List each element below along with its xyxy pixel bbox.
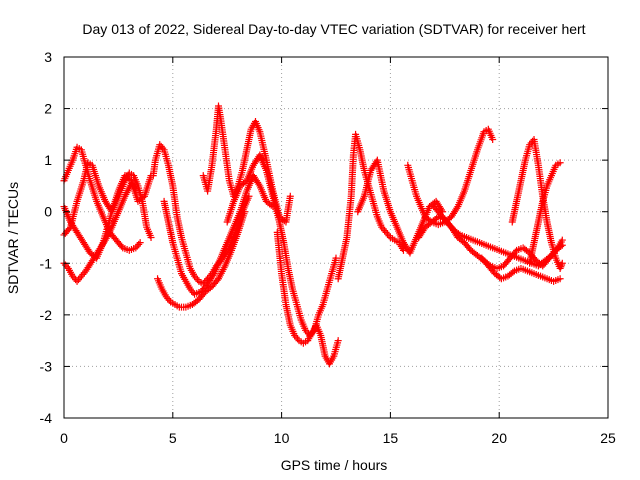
data-series: [60, 143, 144, 254]
x-tick-label: 10: [274, 430, 290, 446]
data-point: [165, 296, 173, 304]
x-axis-label: GPS time / hours: [281, 457, 388, 473]
axis-ticks: 0 5 10 15 20 25 -4 -3 -2 -1 0 1 2 3: [40, 49, 616, 446]
data-point: [193, 276, 201, 284]
y-tick-label: -4: [40, 410, 53, 426]
data-point: [557, 263, 565, 271]
data-series: [199, 102, 294, 226]
data-series: [508, 136, 566, 272]
data-series: [526, 159, 564, 267]
data-series: [223, 151, 340, 339]
data-series: [354, 156, 447, 257]
data-point: [209, 271, 217, 279]
data-series: [60, 169, 155, 262]
data-point: [556, 159, 564, 167]
grid: [64, 57, 608, 418]
data-point: [558, 261, 566, 269]
y-tick-label: -3: [40, 358, 53, 374]
y-tick-label: 3: [44, 49, 52, 65]
data-point: [556, 275, 564, 283]
data-series: [273, 228, 342, 368]
data-point: [385, 232, 393, 240]
data-point: [136, 239, 144, 247]
y-tick-label: -2: [40, 307, 53, 323]
data-point: [558, 236, 566, 244]
data-series: [478, 254, 564, 285]
data-series: [404, 125, 497, 229]
data-point: [294, 335, 302, 343]
data-point: [286, 192, 294, 200]
data-point: [489, 136, 497, 144]
data-point: [454, 230, 462, 238]
x-tick-label: 20: [491, 430, 507, 446]
y-tick-label: -1: [40, 255, 53, 271]
y-tick-label: 2: [44, 101, 52, 117]
data-series: [430, 203, 566, 270]
data-point: [255, 180, 263, 188]
data-point: [147, 234, 155, 241]
data-point: [135, 240, 143, 248]
data-point: [509, 268, 517, 276]
chart-title: Day 013 of 2022, Sidereal Day-to-day VTE…: [82, 21, 585, 37]
x-tick-label: 25: [600, 430, 616, 446]
data-series: [154, 208, 249, 311]
data-marks: [60, 102, 566, 368]
data-point: [334, 337, 342, 345]
plot-frame: [63, 56, 609, 419]
y-tick-label: 1: [44, 152, 52, 168]
data-point: [453, 204, 461, 212]
data-series: [160, 172, 277, 298]
x-tick-label: 15: [383, 430, 399, 446]
data-point: [159, 144, 167, 152]
data-point: [332, 254, 340, 262]
data-point: [558, 259, 566, 267]
y-axis-label: SDTVAR / TECUs: [5, 182, 21, 294]
data-point: [65, 225, 73, 233]
y-tick-label: 0: [44, 204, 52, 220]
data-point: [556, 264, 564, 272]
data-point: [63, 263, 71, 271]
x-tick-label: 0: [60, 430, 68, 446]
x-tick-label: 5: [169, 430, 177, 446]
data-series: [60, 159, 155, 239]
data-series: [334, 130, 407, 283]
